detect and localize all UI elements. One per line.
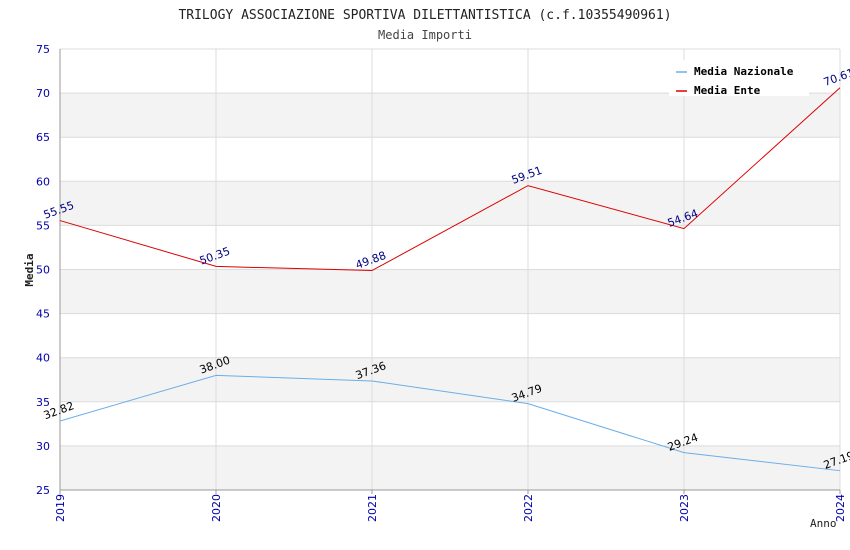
- legend-label-media-nazionale: Media Nazionale: [694, 65, 794, 78]
- x-tick-label: 2020: [210, 494, 223, 522]
- legend-box: [669, 60, 809, 96]
- chart-subtitle: Media Importi: [378, 28, 472, 42]
- y-axis-label: Media: [23, 253, 36, 286]
- x-tick-label: 2022: [522, 494, 535, 522]
- y-tick-label: 35: [36, 396, 50, 409]
- y-tick-label: 25: [36, 484, 50, 497]
- data-label-media-ente: 49.88: [354, 249, 388, 272]
- y-tick-label: 60: [36, 175, 50, 188]
- grid-band: [60, 269, 840, 314]
- y-tick-label: 50: [36, 264, 50, 277]
- y-tick-label: 40: [36, 352, 50, 365]
- x-tick-label: 2024: [834, 494, 847, 522]
- grid-band: [60, 357, 840, 402]
- y-tick-label: 65: [36, 131, 50, 144]
- x-tick-label: 2023: [678, 494, 691, 522]
- series-line-media-ente: [59, 87, 841, 272]
- x-axis-label: Anno: [810, 517, 837, 530]
- y-tick-label: 55: [36, 219, 50, 232]
- data-label-media-ente: 50.35: [198, 245, 232, 268]
- y-tick-label: 45: [36, 308, 50, 321]
- y-tick-label: 70: [36, 87, 50, 100]
- data-label-media-ente: 70.61: [822, 66, 850, 89]
- grid-band: [60, 445, 840, 490]
- chart-title: TRILOGY ASSOCIAZIONE SPORTIVA DILETTANTI…: [178, 8, 671, 23]
- x-tick-label: 2019: [54, 494, 67, 522]
- x-tick-label: 2021: [366, 494, 379, 522]
- legend-label-media-ente: Media Ente: [694, 84, 761, 97]
- y-tick-label: 30: [36, 440, 50, 453]
- legend: Media Nazionale Media Ente: [669, 60, 809, 97]
- grid-band: [60, 93, 840, 138]
- series-line-media-nazionale: [59, 374, 841, 472]
- y-tick-label: 75: [36, 43, 50, 56]
- grid-band: [60, 181, 840, 226]
